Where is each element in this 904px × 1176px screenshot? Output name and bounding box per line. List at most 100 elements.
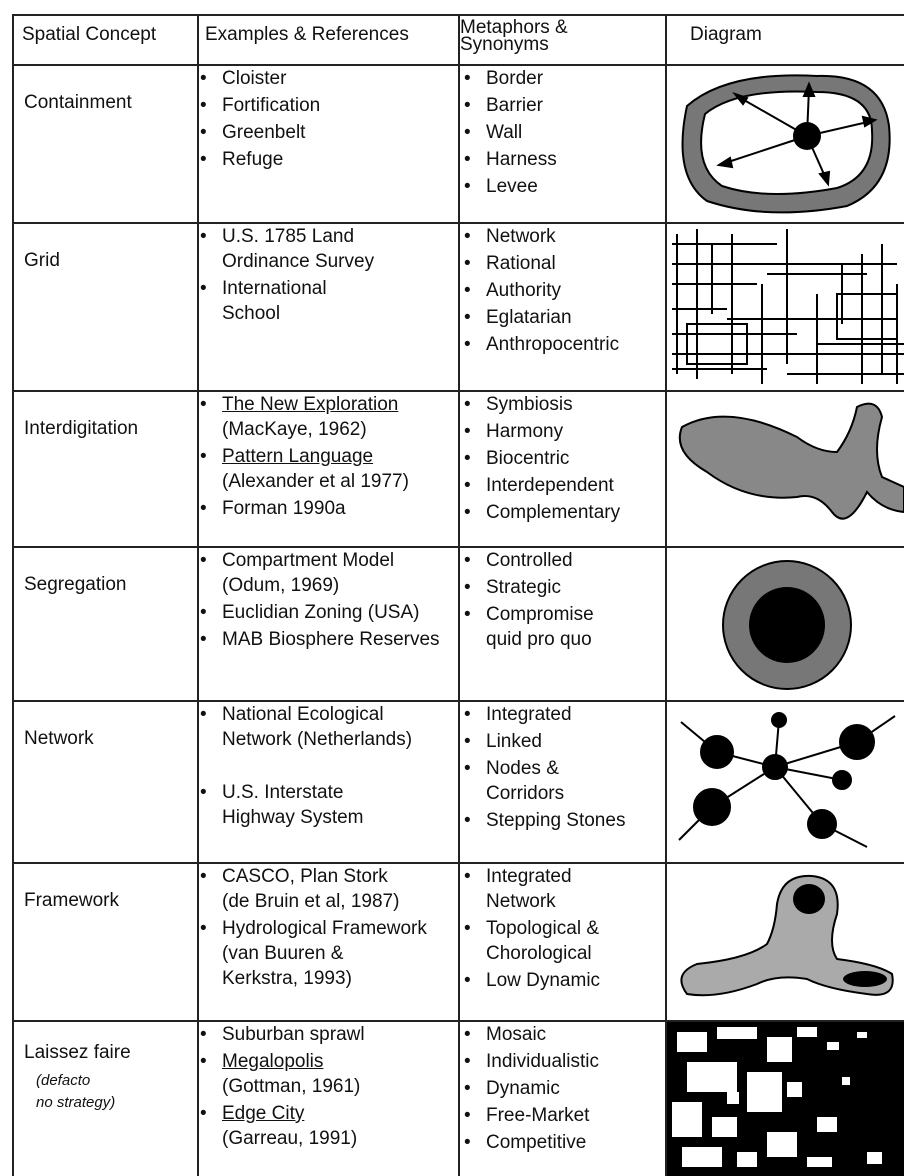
list-item: Euclidian Zoning (USA) xyxy=(222,602,420,623)
table-cell xyxy=(12,14,199,66)
table-cell xyxy=(458,390,667,548)
bullet: • xyxy=(200,278,207,299)
table-cell xyxy=(197,546,460,702)
bullet: • xyxy=(464,970,471,991)
list-item: Eglatarian xyxy=(486,307,572,328)
diagram-interdigitation xyxy=(678,402,904,520)
table-cell xyxy=(12,700,199,864)
concept-note: no strategy) xyxy=(36,1094,116,1111)
table-cell xyxy=(458,1020,667,1176)
bullet: • xyxy=(200,602,207,623)
list-item: Stepping Stones xyxy=(486,810,626,831)
bullet: • xyxy=(464,1105,471,1126)
table-cell xyxy=(12,862,199,1022)
bullet: • xyxy=(200,1103,207,1124)
concept: Containment xyxy=(24,92,132,113)
list-item: CASCO, Plan Stork xyxy=(222,866,388,887)
table-cell xyxy=(197,700,460,864)
table-cell xyxy=(12,222,199,392)
bullet: • xyxy=(200,149,207,170)
bullet: • xyxy=(464,226,471,247)
list-item: Harness xyxy=(486,149,557,170)
table-cell xyxy=(458,64,667,224)
bullet: • xyxy=(200,226,207,247)
table-cell xyxy=(12,390,199,548)
bullet: • xyxy=(464,394,471,415)
bullet: • xyxy=(464,731,471,752)
list-item: Strategic xyxy=(486,577,561,598)
list-item: Ordinance Survey xyxy=(222,251,375,272)
header: Spatial Concept xyxy=(22,24,157,45)
list-item: Competitive xyxy=(486,1132,587,1153)
list-item: Complementary xyxy=(486,502,621,523)
list-item: Border xyxy=(486,68,544,89)
list-item: Low Dynamic xyxy=(486,970,601,991)
bullet: • xyxy=(464,307,471,328)
list-item: The New Exploration xyxy=(222,394,399,415)
bullet: • xyxy=(464,176,471,197)
bullet: • xyxy=(464,475,471,496)
table-cell xyxy=(197,64,460,224)
table-cell xyxy=(197,222,460,392)
list-item: Compromise xyxy=(486,604,594,625)
diagram-laissez-faire xyxy=(667,1022,904,1176)
bullet: • xyxy=(464,502,471,523)
list-item: quid pro quo xyxy=(486,629,592,650)
list-item: (van Buuren & xyxy=(222,943,344,964)
list-item: MAB Biosphere Reserves xyxy=(222,629,440,650)
list-item: (Gottman, 1961) xyxy=(222,1076,361,1097)
bullet: • xyxy=(200,704,207,725)
bullet: • xyxy=(464,704,471,725)
bullet: • xyxy=(464,448,471,469)
diagram-network xyxy=(678,712,896,848)
list-item: Network (Netherlands) xyxy=(222,729,413,750)
list-item: (de Bruin et al, 1987) xyxy=(222,891,400,912)
list-item: Compartment Model xyxy=(222,550,395,571)
concept: Interdigitation xyxy=(24,418,139,439)
list-item: Controlled xyxy=(486,550,573,571)
list-item: Wall xyxy=(486,122,523,143)
bullet: • xyxy=(200,782,207,803)
table-cell xyxy=(458,862,667,1022)
bullet: • xyxy=(464,1051,471,1072)
bullet: • xyxy=(464,421,471,442)
bullet: • xyxy=(200,629,207,650)
list-item: (MacKaye, 1962) xyxy=(222,419,367,440)
concept: Network xyxy=(24,728,94,749)
bullet: • xyxy=(464,253,471,274)
bullet: • xyxy=(464,810,471,831)
concept-note: (defacto xyxy=(36,1072,91,1089)
concept: Laissez faire xyxy=(24,1042,131,1063)
bullet: • xyxy=(464,918,471,939)
table-cell xyxy=(197,390,460,548)
list-item: International xyxy=(222,278,327,299)
bullet: • xyxy=(200,446,207,467)
list-item: Edge City xyxy=(222,1103,305,1124)
concept: Framework xyxy=(24,890,120,911)
table-cell xyxy=(665,64,904,224)
list-item: Greenbelt xyxy=(222,122,306,143)
list-item: Pattern Language xyxy=(222,446,374,467)
header: Examples & References xyxy=(205,24,409,45)
list-item: Biocentric xyxy=(486,448,570,469)
list-item: (Alexander et al 1977) xyxy=(222,471,409,492)
list-item: Corridors xyxy=(486,783,565,804)
bullet: • xyxy=(200,918,207,939)
list-item: Nodes & xyxy=(486,758,559,779)
table-cell xyxy=(12,546,199,702)
list-item: Linked xyxy=(486,731,542,752)
header: Synonyms xyxy=(460,34,549,55)
bullet: • xyxy=(200,1051,207,1072)
table-cell xyxy=(197,1020,460,1176)
bullet: • xyxy=(464,1132,471,1153)
table-cell xyxy=(665,222,904,392)
list-item: Symbiosis xyxy=(486,394,573,415)
table-cell xyxy=(197,862,460,1022)
concept: Grid xyxy=(24,250,60,271)
list-item: Chorological xyxy=(486,943,592,964)
list-item: Dynamic xyxy=(486,1078,560,1099)
list-item: Forman 1990a xyxy=(222,498,346,519)
list-item: Barrier xyxy=(486,95,544,116)
bullet: • xyxy=(464,334,471,355)
